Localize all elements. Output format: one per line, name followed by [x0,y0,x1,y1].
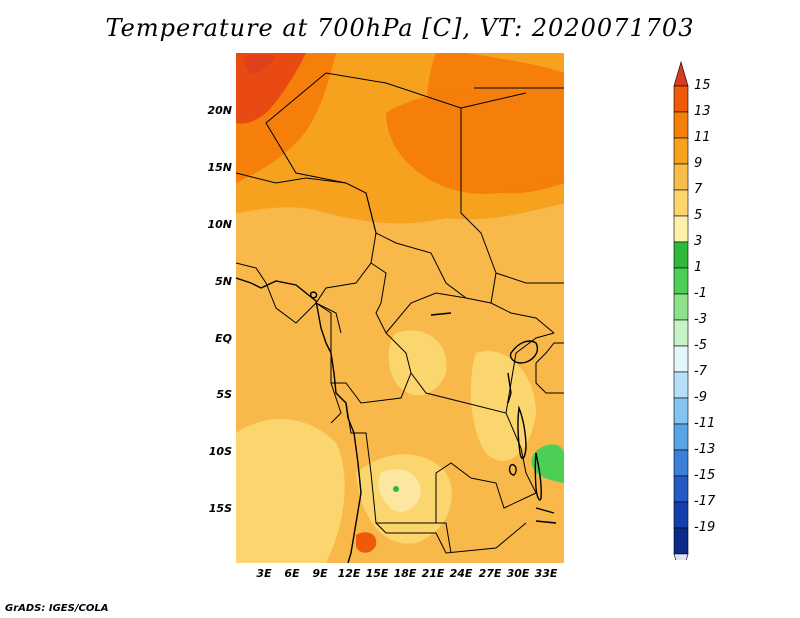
colorbar-label: -19 [694,520,716,535]
colorbar-bottom-arrow [673,553,689,560]
lat-label-eq: EQ [215,332,232,345]
colorbar-box [673,189,689,217]
lakes [310,291,557,524]
lat-label-10n: 10N [207,218,232,231]
colorbar-box [673,267,689,295]
lon-label-30e: 30E [506,567,530,580]
lat-label-5n: 5N [215,275,232,288]
colorbar-label: 7 [694,182,703,197]
footer-credit: GrADS: IGES/COLA [5,603,109,614]
lat-label-10s: 10S [208,445,232,458]
lon-label-6e: 6E [284,567,300,580]
colorbar-label: -3 [694,312,707,327]
lon-label-33e: 33E [534,567,558,580]
lat-label-5s: 5S [216,388,232,401]
field-south-hot [356,532,377,553]
colorbar-box [673,345,689,373]
lat-label-15s: 15S [208,502,232,515]
lon-label-24e: 24E [449,567,473,580]
colorbar-box [673,527,689,555]
field-central-cool [388,330,447,396]
colorbar-box [673,371,689,399]
colorbar-box [673,293,689,321]
colorbar-label: 15 [694,78,711,93]
colorbar-box [673,215,689,243]
colorbar-label: -7 [694,364,707,379]
colorbar-box [673,241,689,269]
colorbar-label: 11 [694,130,711,145]
field-top-dark [244,55,276,75]
lat-label-15n: 15N [207,161,232,174]
colorbar-label: 3 [694,234,703,249]
colorbar-box [673,449,689,477]
colorbar-label: 1 [694,260,703,275]
lon-label-9e: 9E [312,567,328,580]
colorbar-label: 13 [694,104,711,119]
colorbar-box [673,111,689,139]
colorbar-box [673,163,689,191]
colorbar [673,60,689,560]
colorbar-label: -1 [694,286,707,301]
colorbar-label: -9 [694,390,707,405]
lon-label-12e: 12E [337,567,361,580]
field-northeast-hot [386,89,564,194]
country-borders [236,72,564,554]
colorbar-box [673,85,689,113]
colorbar-label: -11 [694,416,716,431]
colorbar-top-arrow [673,60,689,87]
colorbar-label: -5 [694,338,707,353]
coastline [236,277,362,563]
lon-label-3e: 3E [256,567,272,580]
lon-label-15e: 15E [365,567,389,580]
colorbar-box [673,319,689,347]
lon-label-18e: 18E [393,567,417,580]
lon-label-21e: 21E [421,567,445,580]
colorbar-box [673,501,689,529]
colorbar-label: -13 [694,442,716,457]
colorbar-label: 9 [694,156,703,171]
colorbar-label: -15 [694,468,716,483]
field-south-cool-light [378,469,421,512]
lon-label-27e: 27E [478,567,502,580]
colorbar-label: 5 [694,208,703,223]
chart-title: Temperature at 700hPa [C], VT: 202007170… [105,14,695,42]
temperature-map [236,53,564,563]
lat-label-20n: 20N [207,104,232,117]
field-green-dot [393,486,400,492]
field-sw-cool [236,419,345,563]
colorbar-box [673,397,689,425]
field-east-cool [470,351,536,461]
colorbar-box [673,475,689,503]
colorbar-box [673,423,689,451]
colorbar-label: -17 [694,494,716,509]
colorbar-box [673,137,689,165]
